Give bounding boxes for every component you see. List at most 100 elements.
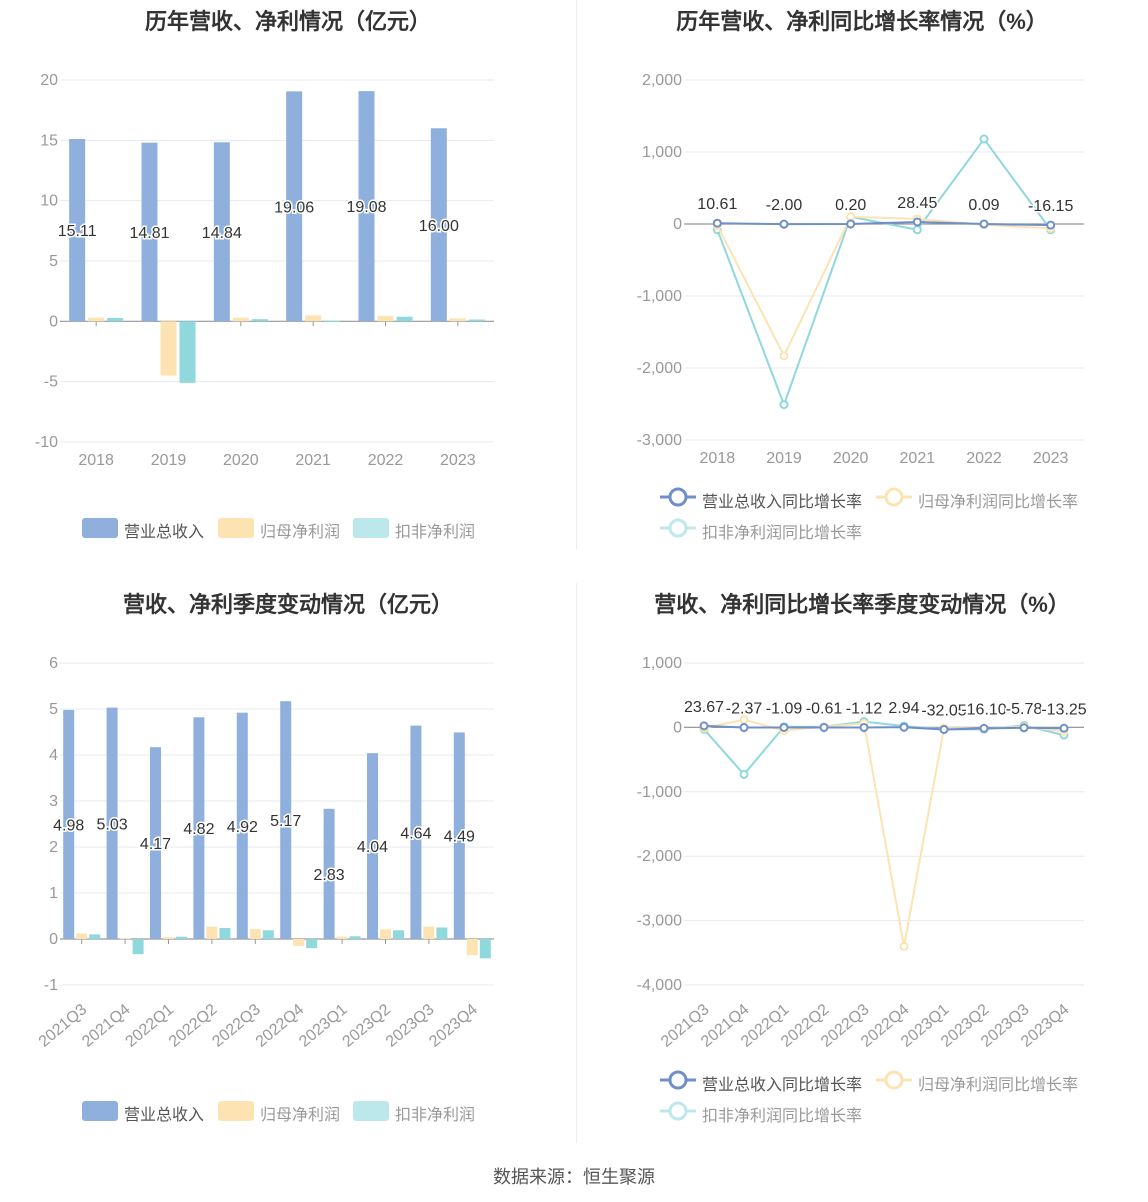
- data-label: 23.67: [684, 699, 724, 716]
- x-tick-label: 2022Q2: [166, 1001, 221, 1051]
- legend: 营业总收入 归母净利润 扣非净利润: [0, 1099, 576, 1129]
- legend-swatch: [353, 518, 389, 538]
- x-tick-label: 2019: [766, 450, 802, 467]
- data-point: [1019, 723, 1029, 733]
- y-tick-label: 5: [49, 701, 58, 718]
- x-tick-label: 2021: [295, 452, 331, 469]
- legend-label: 营业总收入: [124, 1107, 205, 1124]
- series-line: [716, 215, 1051, 359]
- bar: [251, 319, 268, 322]
- data-label: 4.64: [400, 825, 431, 842]
- data-label: 28.45: [897, 195, 937, 212]
- bar: [63, 709, 75, 939]
- data-label: 15.11: [58, 223, 97, 240]
- legend: 营业总收入同比增长率 归母净利润同比增长率 扣非净利润同比增长率: [576, 486, 1148, 546]
- data-label: 4.49: [444, 829, 475, 846]
- bar: [423, 926, 435, 939]
- annual-growth-panel: 历年营收、净利同比增长率情况（%） -3,000 -2,000 -1,000 0 1,0…: [576, 0, 1148, 560]
- y-tick-label: 1: [49, 885, 58, 902]
- x-tick-label: 2020: [833, 450, 869, 467]
- data-label: -16.15: [1028, 198, 1073, 215]
- data-point: [779, 722, 789, 732]
- data-point: [899, 722, 909, 732]
- data-label: -5.78: [1006, 701, 1043, 718]
- bar: [324, 321, 341, 323]
- legend-line-marker: [876, 487, 912, 507]
- legend-swatch: [353, 1101, 389, 1121]
- bar: [179, 321, 196, 383]
- bar: [358, 91, 375, 322]
- bar: [88, 317, 105, 322]
- y-tick-label: 0: [673, 216, 682, 233]
- y-tick-label: 15: [40, 132, 58, 149]
- y-tick-label: 6: [49, 655, 58, 672]
- bar: [449, 318, 466, 322]
- bar: [410, 725, 422, 939]
- legend-label: 归母净利润: [260, 1107, 341, 1124]
- series-line: [716, 137, 1052, 408]
- chart-title: 历年营收、净利同比增长率情况（%）: [676, 9, 1048, 34]
- y-tick-label: 0: [49, 313, 58, 330]
- x-tick-label: 2022Q4: [253, 1001, 308, 1051]
- bar: [89, 934, 101, 939]
- legend-line-marker: [660, 487, 696, 507]
- legend-line-marker: [876, 1070, 912, 1090]
- legend: 营业总收入同比增长率 归母净利润同比增长率 扣非净利润同比增长率: [576, 1069, 1148, 1129]
- bar: [393, 930, 404, 939]
- data-label: 10.61: [697, 196, 737, 213]
- data-label: 14.81: [129, 225, 169, 242]
- data-label: 0.09: [968, 197, 999, 214]
- data-label: -1.12: [846, 700, 883, 717]
- data-label: 5.03: [97, 816, 128, 833]
- data-point: [979, 219, 989, 229]
- bar: [76, 933, 88, 939]
- y-tick-label: 2: [49, 839, 58, 856]
- bar: [69, 139, 86, 322]
- bar: [479, 939, 491, 959]
- x-tick-label: 2022Q1: [123, 1001, 178, 1051]
- data-label: -32.05: [921, 702, 966, 719]
- data-point: [779, 400, 789, 410]
- bar: [436, 927, 448, 939]
- bar: [119, 938, 131, 940]
- bar: [377, 315, 394, 322]
- data-point: [979, 134, 989, 144]
- bar: [232, 317, 249, 322]
- data-source: 数据来源：恒生聚源: [493, 1167, 655, 1187]
- bar: [305, 315, 322, 322]
- y-tick-label: 4: [49, 747, 58, 764]
- quarterly-values-chart: -101234562021Q32021Q42022Q12022Q22022Q32…: [36, 655, 494, 1051]
- bar: [396, 316, 413, 322]
- y-tick-label: -3,000: [637, 913, 682, 930]
- bar: [249, 928, 261, 939]
- divider: [576, 0, 577, 550]
- bar: [141, 142, 158, 322]
- series-line: [703, 718, 1065, 947]
- data-label: -0.61: [806, 700, 843, 717]
- data-point: [939, 724, 949, 734]
- bar: [323, 808, 335, 939]
- data-label: 2.94: [888, 700, 919, 717]
- y-tick-label: 5: [49, 253, 58, 270]
- legend-swatch: [218, 518, 254, 538]
- x-tick-label: 2023Q1: [296, 1001, 351, 1051]
- x-tick-label: 2023Q2: [340, 1001, 395, 1051]
- series-line: [717, 220, 1051, 227]
- legend: 营业总收入 归母净利润 扣非净利润: [0, 516, 576, 546]
- chart-title: 营收、净利季度变动情况（亿元）: [122, 592, 453, 617]
- x-tick-label: 2023Q4: [426, 1001, 481, 1051]
- bar: [349, 936, 361, 939]
- data-label: 4.04: [357, 839, 388, 856]
- bar: [430, 128, 447, 322]
- bar: [336, 936, 348, 939]
- data-point: [912, 225, 922, 235]
- x-tick-label: 2022Q3: [209, 1001, 264, 1051]
- bar: [163, 937, 174, 939]
- legend-label: 营业总收入: [124, 524, 205, 541]
- data-point: [846, 219, 856, 229]
- bar: [160, 321, 177, 376]
- data-point: [779, 219, 789, 229]
- series-line: [703, 724, 1065, 731]
- data-label: 4.82: [183, 821, 214, 838]
- data-label: 5.17: [270, 813, 301, 830]
